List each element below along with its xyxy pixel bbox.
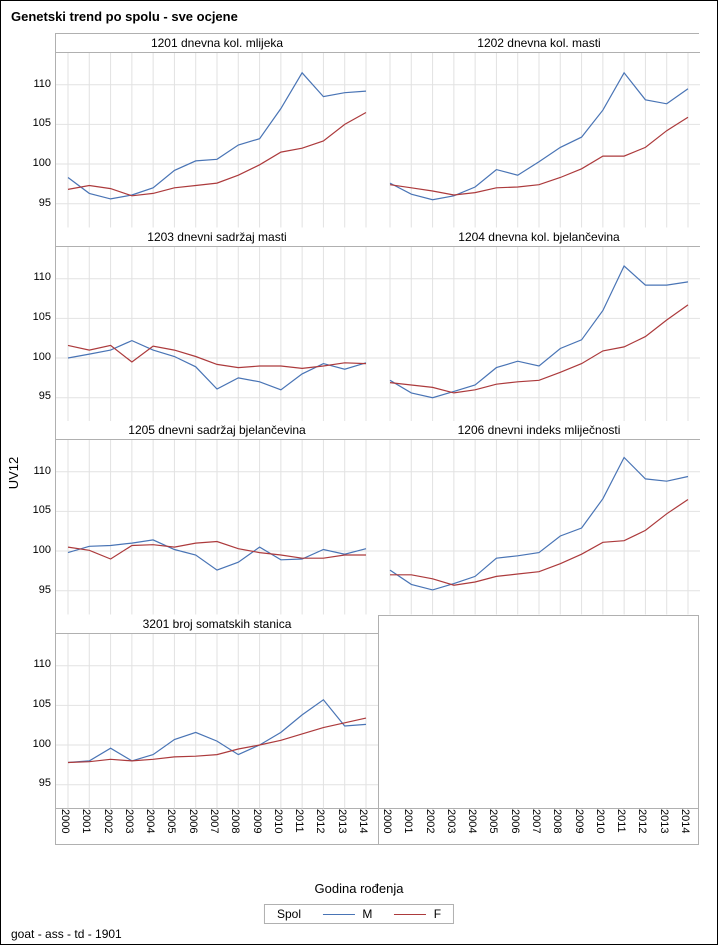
x-tick-label: 2010	[272, 809, 284, 833]
y-tick-label: 105	[23, 117, 51, 129]
x-tick-label: 2006	[509, 809, 521, 833]
x-tick-label: 2014	[679, 809, 691, 833]
plot-area	[56, 53, 378, 228]
y-tick-label: 105	[23, 698, 51, 710]
x-tick-label: 2009	[573, 809, 585, 833]
x-tick-label: 2001	[80, 809, 92, 833]
x-tick-label: 2000	[59, 809, 71, 833]
y-tick-label: 100	[23, 351, 51, 363]
legend-line-m	[323, 914, 355, 915]
x-tick-label: 2013	[336, 809, 348, 833]
legend-item-m: M	[319, 907, 372, 921]
y-axis-label: UV12	[6, 456, 21, 489]
y-tick-label: 100	[23, 157, 51, 169]
y-tick-label: 100	[23, 544, 51, 556]
x-tick-label: 2004	[466, 809, 478, 833]
legend-item-f: F	[390, 907, 441, 921]
x-tick-label: 2014	[357, 809, 369, 833]
plot-area	[56, 247, 378, 422]
x-tick-label: 2007	[208, 809, 220, 833]
y-tick-label: 95	[23, 584, 51, 596]
x-tick-label: 2011	[293, 809, 305, 833]
panel: 1202 dnevna kol. masti	[378, 34, 700, 228]
panel-title: 1205 dnevni sadržaj bjelančevina	[56, 421, 378, 440]
x-tick-label: 2010	[594, 809, 606, 833]
x-tick-label: 2012	[314, 809, 326, 833]
y-tick-label: 110	[23, 658, 51, 670]
panel-title: 1204 dnevna kol. bjelančevina	[378, 228, 700, 247]
x-tick-label: 2000	[381, 809, 393, 833]
y-tick-label: 105	[23, 311, 51, 323]
x-tick-label: 2005	[487, 809, 499, 833]
legend-label-f: F	[434, 907, 441, 921]
x-tick-label: 2003	[123, 809, 135, 833]
plot-area	[378, 53, 700, 228]
panel: 1205 dnevni sadržaj bjelančevina	[56, 421, 378, 615]
y-tick-label: 95	[23, 777, 51, 789]
chart-grid: 1201 dnevna kol. mlijeka1202 dnevna kol.…	[55, 33, 699, 845]
x-tick-label: 2008	[551, 809, 563, 833]
x-tick-label: 2012	[636, 809, 648, 833]
panel-title: 1206 dnevni indeks mliječnosti	[378, 421, 700, 440]
x-tick-label: 2002	[424, 809, 436, 833]
y-tick-label: 100	[23, 738, 51, 750]
x-tick-label: 2003	[445, 809, 457, 833]
x-tick-label: 2007	[530, 809, 542, 833]
plot-area	[378, 440, 700, 615]
panel-title: 3201 broj somatskih stanica	[56, 615, 378, 634]
legend: Spol M F	[264, 904, 454, 924]
x-tick-label: 2005	[165, 809, 177, 833]
panel: 1206 dnevni indeks mliječnosti	[378, 421, 700, 615]
panel-title: 1203 dnevni sadržaj masti	[56, 228, 378, 247]
y-tick-label: 110	[23, 78, 51, 90]
y-tick-label: 105	[23, 504, 51, 516]
x-tick-label: 2013	[658, 809, 670, 833]
y-tick-label: 95	[23, 390, 51, 402]
page-title: Genetski trend po spolu - sve ocjene	[11, 9, 238, 24]
y-tick-label: 110	[23, 271, 51, 283]
x-tick-label: 2008	[229, 809, 241, 833]
footer-text: goat - ass - td - 1901	[11, 927, 122, 941]
x-tick-label: 2004	[144, 809, 156, 833]
plot-area	[56, 634, 378, 809]
x-tick-label: 2002	[102, 809, 114, 833]
x-tick-label: 2006	[187, 809, 199, 833]
plot-area	[56, 440, 378, 615]
panel: 1203 dnevni sadržaj masti	[56, 228, 378, 422]
panel: 1204 dnevna kol. bjelančevina	[378, 228, 700, 422]
x-tick-label: 2001	[402, 809, 414, 833]
panel-title: 1201 dnevna kol. mlijeka	[56, 34, 378, 53]
panel: 1201 dnevna kol. mlijeka	[56, 34, 378, 228]
plot-area	[378, 247, 700, 422]
panel: 3201 broj somatskih stanica	[56, 615, 378, 809]
y-tick-label: 110	[23, 465, 51, 477]
legend-line-f	[394, 914, 426, 915]
legend-title: Spol	[277, 907, 301, 921]
x-tick-label: 2011	[615, 809, 627, 833]
y-tick-label: 95	[23, 197, 51, 209]
x-axis-label: Godina rođenja	[1, 881, 717, 896]
legend-label-m: M	[362, 907, 372, 921]
x-tick-label: 2009	[251, 809, 263, 833]
panel-title: 1202 dnevna kol. masti	[378, 34, 700, 53]
